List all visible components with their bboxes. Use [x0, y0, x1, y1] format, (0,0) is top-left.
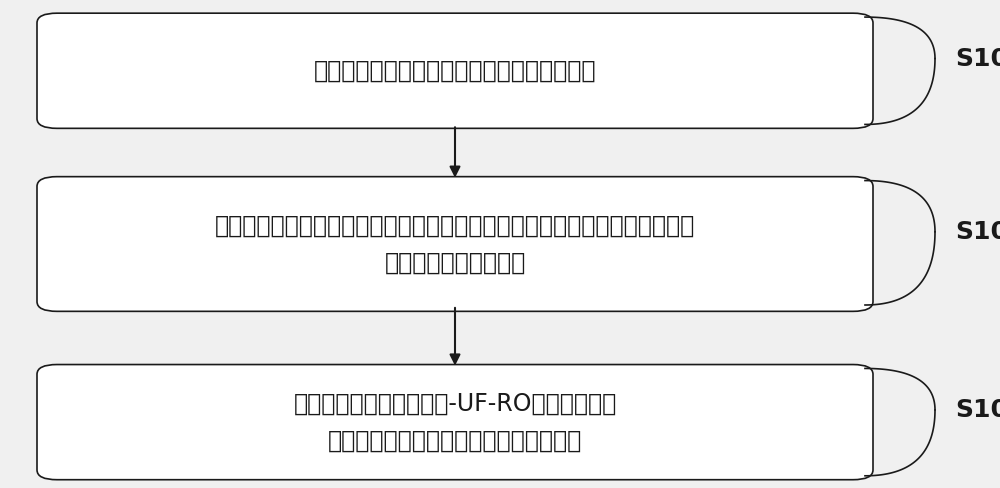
FancyBboxPatch shape	[37, 177, 873, 311]
Text: 确定所述改性粉煤灰吸附-UF-RO组合工艺深度
处理焦化废水的最佳工艺条件及作用机理: 确定所述改性粉煤灰吸附-UF-RO组合工艺深度 处理焦化废水的最佳工艺条件及作用…	[293, 391, 617, 453]
Text: 筛选出所述改性粉煤灰吸附深度处理焦化废水的最佳工艺参数，并确定所述改
性粉煤灰的吸附动力学: 筛选出所述改性粉煤灰吸附深度处理焦化废水的最佳工艺参数，并确定所述改 性粉煤灰的…	[215, 213, 695, 275]
Text: S101: S101	[955, 46, 1000, 71]
FancyBboxPatch shape	[37, 13, 873, 128]
Text: S103: S103	[955, 398, 1000, 422]
FancyBboxPatch shape	[37, 365, 873, 480]
Text: 无机改性微粒粉煤灰的制备及吸附性能的测试: 无机改性微粒粉煤灰的制备及吸附性能的测试	[314, 59, 596, 83]
Text: S102: S102	[955, 220, 1000, 244]
